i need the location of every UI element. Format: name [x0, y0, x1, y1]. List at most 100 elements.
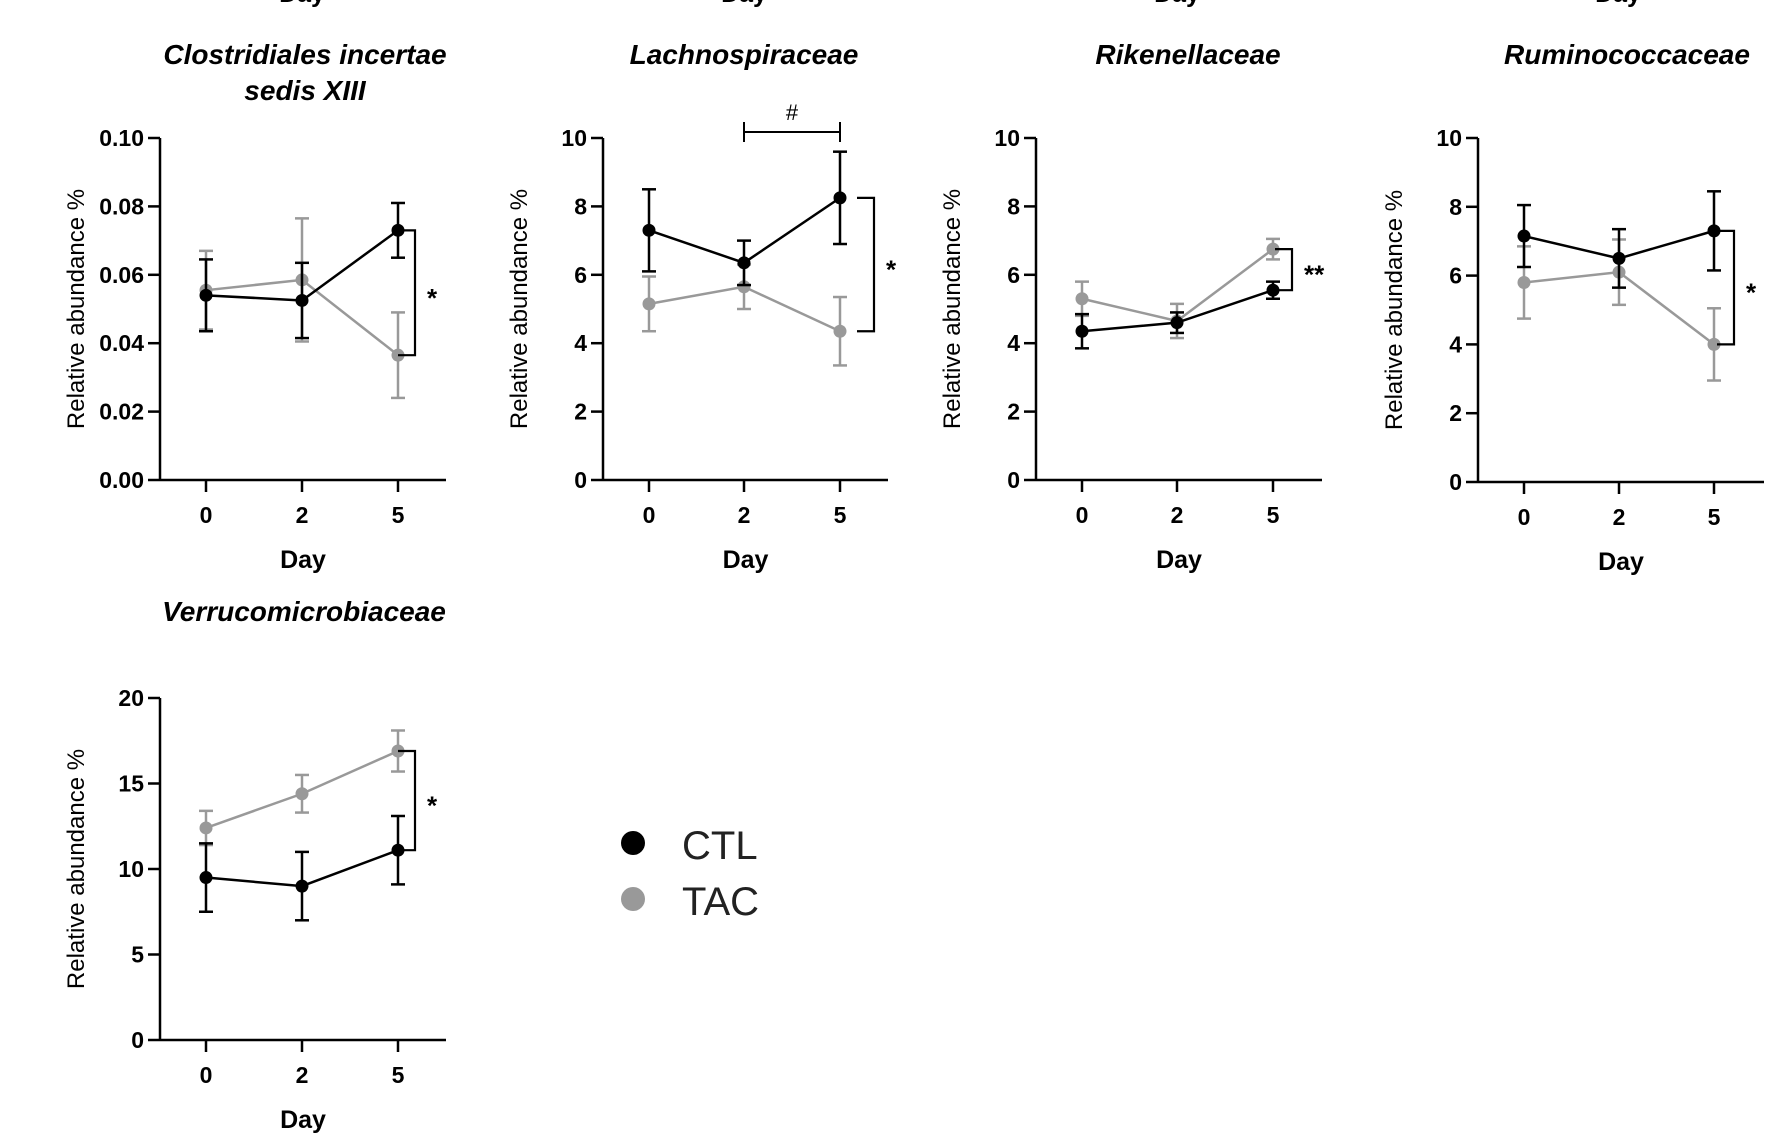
- cropped-xlabel-4: Day: [1595, 0, 1641, 8]
- data-point-tac: [642, 297, 656, 311]
- x-tick-label: 5: [392, 1062, 405, 1088]
- x-tick-label: 0: [1076, 502, 1089, 528]
- data-point-tac: [199, 821, 213, 835]
- data-point-ctl: [737, 256, 751, 270]
- y-tick-label: 8: [1449, 194, 1462, 220]
- x-axis-title: Day: [280, 546, 326, 574]
- x-tick-label: 5: [834, 502, 847, 528]
- series-ctl: [199, 201, 405, 340]
- y-axis-title: Relative abundance %: [1381, 190, 1408, 430]
- x-tick-label: 0: [200, 1062, 213, 1088]
- y-tick-label: 0.06: [99, 262, 144, 288]
- chart-panel-3: Rikenellaceae 0 2 4 6 8 10 0 2 5 Day Relative abund…: [939, 39, 1325, 574]
- y-tick-label: 0.00: [99, 467, 144, 493]
- y-tick-label: 0: [1449, 469, 1462, 495]
- y-tick-label: 0.10: [99, 125, 144, 151]
- series-ctl: [199, 814, 405, 922]
- x-tick-label: 2: [296, 1062, 309, 1088]
- data-point-ctl: [1266, 283, 1280, 297]
- x-tick-label: 0: [1518, 504, 1531, 530]
- series-ctl: [1517, 190, 1721, 289]
- significance-label: *: [427, 791, 438, 821]
- y-tick-label: 20: [118, 685, 144, 711]
- data-point-ctl: [199, 288, 213, 302]
- x-tick-label: 5: [392, 502, 405, 528]
- x-axis-title: Day: [1156, 546, 1202, 574]
- chart-panel-1: Clostridiales incertae sedis XIII 0.00 0.02…: [63, 39, 447, 574]
- series-tac: [642, 263, 847, 367]
- y-tick-label: 6: [1007, 262, 1020, 288]
- cropped-xlabel-3: Day: [1154, 0, 1200, 8]
- legend-ctl-marker: [621, 831, 645, 855]
- y-tick-label: 15: [118, 771, 144, 797]
- data-point-ctl: [295, 293, 309, 307]
- x-tick-label: 2: [1171, 502, 1184, 528]
- data-point-tac: [1517, 275, 1531, 289]
- x-axis-title: Day: [280, 1106, 326, 1133]
- y-tick-label: 2: [574, 399, 587, 425]
- significance-label: *: [1746, 278, 1757, 308]
- y-tick-label: 4: [1007, 330, 1020, 356]
- y-tick-label: 0.02: [99, 399, 144, 425]
- cropped-xlabel-1: Day: [279, 0, 325, 8]
- x-tick-label: 5: [1708, 504, 1721, 530]
- y-tick-label: 8: [574, 193, 587, 219]
- y-tick-label: 2: [1449, 400, 1462, 426]
- x-axis-title: Day: [723, 546, 769, 574]
- data-point-tac: [737, 280, 751, 294]
- panel-title: Clostridiales incertae: [163, 39, 446, 70]
- significance-label: *: [427, 283, 438, 313]
- panel-title: Rikenellaceae: [1095, 39, 1280, 70]
- y-tick-label: 10: [994, 125, 1020, 151]
- y-tick-label: 4: [574, 330, 587, 356]
- cropped-xlabel-2: Day: [721, 0, 767, 8]
- series-ctl: [1075, 280, 1280, 350]
- panel-title: Lachnospiraceae: [630, 39, 859, 70]
- data-point-ctl: [1707, 224, 1721, 238]
- series-ctl: [642, 150, 847, 287]
- significance-label: **: [1304, 260, 1325, 290]
- chart-panels: Clostridiales incertae sedis XIII 0.00 0.02…: [63, 39, 1764, 1133]
- data-point-ctl: [199, 871, 213, 885]
- data-point-tac: [1266, 242, 1280, 256]
- x-tick-label: 0: [200, 502, 213, 528]
- y-tick-label: 6: [1449, 263, 1462, 289]
- y-axis-title: Relative abundance %: [939, 189, 966, 429]
- legend-tac-marker: [621, 887, 645, 911]
- panel-title: Ruminococcaceae: [1504, 39, 1750, 70]
- data-point-tac: [1707, 337, 1721, 351]
- y-tick-label: 0: [1007, 467, 1020, 493]
- y-tick-label: 5: [131, 942, 144, 968]
- legend-item-tac[interactable]: TAC: [621, 880, 759, 924]
- panel-title: sedis XIII: [244, 75, 367, 106]
- x-tick-label: 2: [738, 502, 751, 528]
- data-point-ctl: [642, 223, 656, 237]
- x-axis-title: Day: [1598, 548, 1644, 576]
- data-point-tac: [833, 324, 847, 338]
- x-tick-label: 5: [1267, 502, 1280, 528]
- significance-bracket: [1717, 229, 1736, 346]
- data-point-ctl: [1170, 316, 1184, 330]
- y-tick-label: 0: [131, 1027, 144, 1053]
- legend-item-ctl[interactable]: CTL: [621, 824, 758, 868]
- x-tick-label: 2: [296, 502, 309, 528]
- data-point-ctl: [295, 879, 309, 893]
- y-tick-label: 8: [1007, 193, 1020, 219]
- pair-annotation-label: #: [786, 100, 799, 125]
- y-tick-label: 6: [574, 262, 587, 288]
- y-axis-title: Relative abundance %: [63, 189, 90, 429]
- significance-bracket: [1275, 248, 1294, 292]
- panel-title: Verrucomicrobiaceae: [162, 596, 446, 627]
- y-axis-title: Relative abundance %: [506, 189, 533, 429]
- chart-panel-5: Verrucomicrobiaceae 0 5 10 15 20 0 2 5 Day Relativ…: [63, 596, 446, 1133]
- y-tick-label: 0.08: [99, 193, 144, 219]
- data-point-tac: [1075, 292, 1089, 306]
- y-tick-label: 10: [118, 856, 144, 882]
- data-point-ctl: [1517, 229, 1531, 243]
- series-tac: [199, 729, 405, 847]
- chart-panel-4: Ruminococcaceae 0 2 4 6 8 10 0 2 5 Day Relative abu…: [1381, 39, 1764, 576]
- legend: CTL TAC: [621, 824, 759, 924]
- legend-tac-label: TAC: [682, 880, 759, 924]
- data-point-ctl: [1612, 251, 1626, 265]
